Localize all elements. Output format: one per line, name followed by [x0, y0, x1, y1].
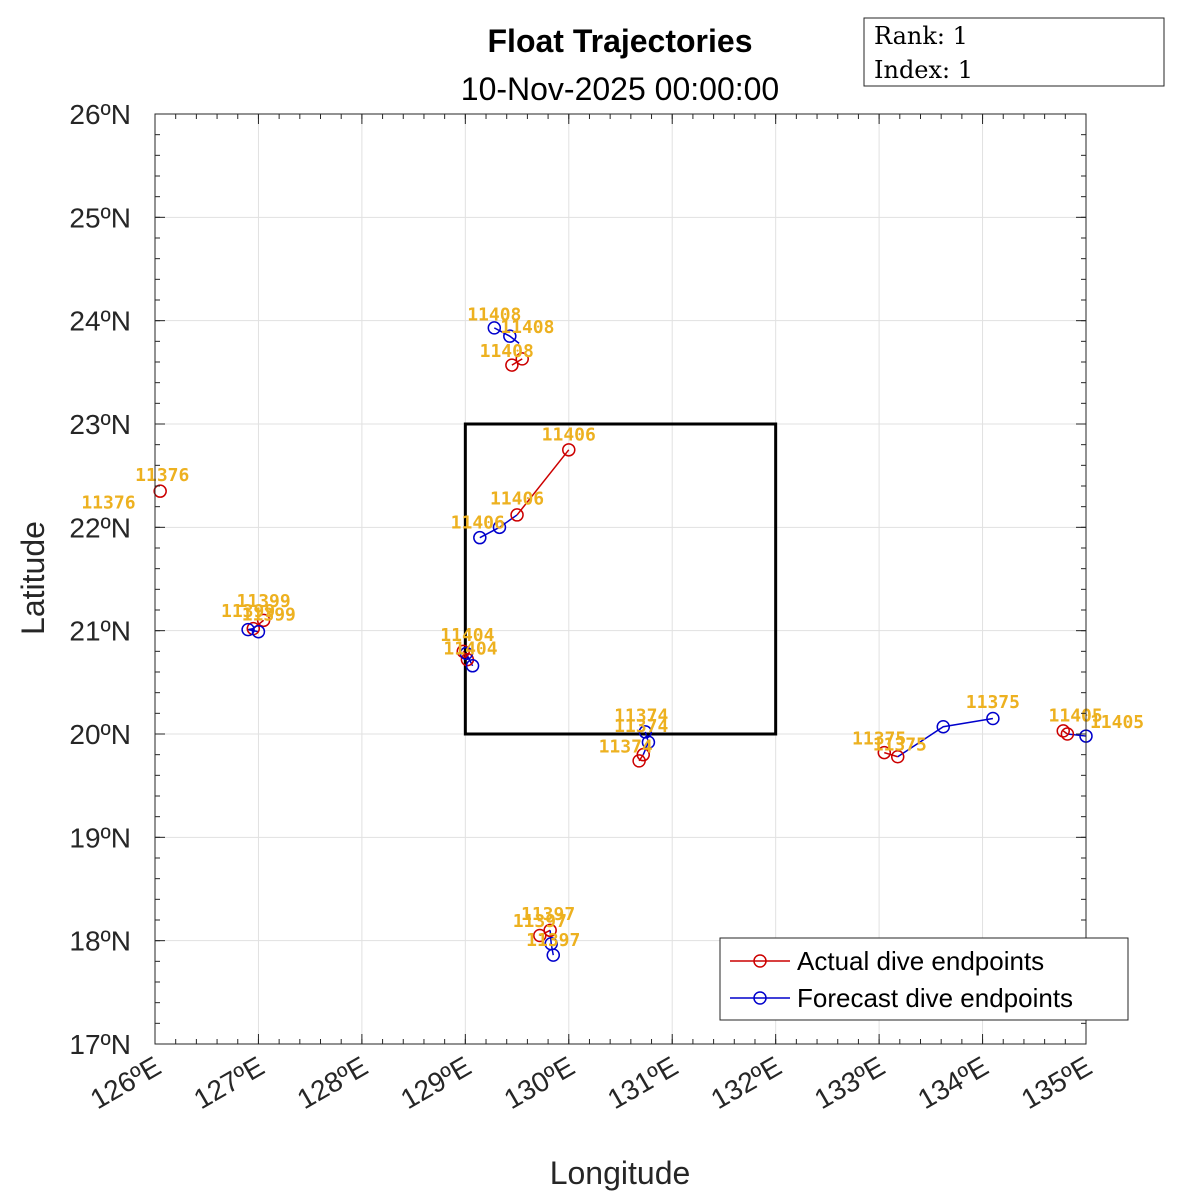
y-tick-label: 21ºN: [69, 616, 131, 647]
float-id-label: 11406: [542, 425, 596, 446]
y-tick-label: 24ºN: [69, 306, 131, 337]
float-id-label: 11406: [490, 489, 544, 510]
forecast-endpoint-marker: [546, 948, 561, 962]
float-id-label: 11408: [467, 305, 521, 326]
forecast-endpoint-marker: [473, 530, 487, 545]
forecast-endpoint-marker: [459, 646, 474, 661]
actual-endpoint-marker: [1060, 727, 1075, 741]
actual-endpoint-marker: [153, 484, 167, 498]
info-rank: Rank: 1: [874, 22, 968, 50]
x-axis-label: Longitude: [550, 1155, 691, 1191]
forecast-endpoint-marker: [465, 659, 480, 673]
legend-actual-label: Actual dive endpoints: [797, 946, 1044, 976]
actual-endpoint-marker: [515, 352, 529, 366]
forecast-endpoint-marker: [638, 725, 653, 739]
y-tick-label: 17ºN: [69, 1029, 131, 1060]
float-labels: 1140811408114081140611406114061137611376…: [81, 305, 1144, 951]
forecast-track-line: [897, 717, 994, 758]
forecast-endpoint-marker: [986, 711, 1000, 726]
y-tick-label: 19ºN: [69, 822, 131, 853]
x-tick-label: 127ºE: [188, 1050, 269, 1115]
float-id-label: 11375: [873, 735, 927, 756]
y-tick-label: 26ºN: [69, 99, 131, 130]
y-tick-label: 22ºN: [69, 512, 131, 543]
legend-actual-marker: [753, 954, 767, 968]
float-id-label: 11404: [443, 638, 497, 659]
float-id-label: 11376: [81, 493, 135, 514]
forecast-track-line: [1067, 733, 1087, 737]
float-id-label: 11399: [221, 601, 275, 622]
actual-track-line: [516, 449, 570, 516]
legend-forecast-label: Forecast dive endpoints: [797, 983, 1073, 1013]
float-id-label: 11376: [135, 465, 189, 486]
forecast-track-line: [642, 731, 650, 755]
actual-endpoint-marker: [505, 358, 519, 372]
float-id-label: 11405: [1049, 706, 1103, 727]
float-id-label: 11397: [521, 904, 575, 925]
forecast-track-line: [479, 514, 518, 539]
grid: [154, 113, 1087, 1045]
actual-endpoint-marker: [890, 749, 905, 764]
y-axis-label: Latitude: [15, 521, 51, 635]
float-id-label: 11375: [966, 692, 1020, 713]
chart-title: Float Trajectories: [488, 23, 753, 59]
legend-frame: [719, 937, 1129, 1021]
region-box-layer: [463, 422, 778, 736]
actual-endpoint-marker: [562, 443, 576, 457]
x-tick-label: 130ºE: [499, 1050, 580, 1115]
chart-subtitle: 10-Nov-2025 00:00:00: [461, 71, 779, 107]
y-tick-label: 23ºN: [69, 409, 131, 440]
forecast-endpoint-marker: [492, 520, 507, 535]
float-id-label: 11404: [440, 625, 494, 646]
actual-endpoint-marker: [636, 747, 651, 762]
float-id-label: 11397: [513, 911, 567, 932]
float-id-label: 11408: [500, 317, 554, 338]
forecast-endpoint-marker: [251, 624, 266, 639]
float-id-label: 11399: [237, 591, 291, 612]
forecast-endpoint-marker: [487, 321, 502, 335]
region-box: [463, 422, 778, 736]
actual-endpoint-marker: [256, 613, 271, 628]
forecast-track-line: [549, 930, 554, 956]
info-box: Rank: 1 Index: 1: [863, 17, 1165, 87]
x-tick-label: 132ºE: [706, 1050, 787, 1115]
axes-frame: [154, 113, 1087, 1045]
actual-endpoint-marker: [510, 508, 524, 522]
float-id-label: 11374: [614, 716, 668, 737]
float-id-label: 11375: [852, 728, 906, 749]
float-id-label: 11406: [451, 512, 505, 533]
actual-endpoint-marker: [1056, 724, 1070, 738]
float-id-label: 11374: [614, 706, 668, 727]
x-tick-label: 135ºE: [1016, 1050, 1097, 1115]
actual-endpoint-marker: [456, 644, 471, 659]
float-id-label: 11399: [242, 604, 296, 625]
float-id-label: 11408: [480, 341, 534, 362]
y-tick-label: 18ºN: [69, 926, 131, 957]
legend-forecast-marker: [753, 991, 767, 1005]
y-tick-label: 20ºN: [69, 719, 131, 750]
actual-track-line: [1062, 730, 1068, 735]
legend: Actual dive endpoints Forecast dive endp…: [719, 937, 1129, 1021]
x-tick-label: 129ºE: [395, 1050, 476, 1115]
x-tick-label: 126ºE: [85, 1050, 166, 1115]
actual-endpoint-marker: [543, 923, 557, 938]
x-tick-label: 128ºE: [292, 1050, 373, 1115]
float-id-label: 11374: [599, 737, 653, 758]
forecast-endpoint-marker: [503, 329, 517, 343]
y-tick-label: 25ºN: [69, 202, 131, 233]
trajectories: [153, 321, 1093, 962]
float-id-label: 11405: [1090, 712, 1144, 733]
info-box-frame: [863, 17, 1165, 87]
info-index: Index: 1: [874, 56, 973, 84]
actual-endpoint-marker: [533, 928, 547, 943]
forecast-endpoint-marker: [936, 720, 950, 734]
float-id-label: 11397: [526, 930, 580, 951]
forecast-endpoint-marker: [241, 622, 255, 637]
actual-track-line: [884, 751, 898, 758]
actual-endpoint-marker: [877, 745, 892, 760]
x-tick-label: 133ºE: [809, 1050, 890, 1115]
x-tick-label: 134ºE: [913, 1050, 994, 1115]
x-tick-label: 131ºE: [602, 1050, 683, 1115]
